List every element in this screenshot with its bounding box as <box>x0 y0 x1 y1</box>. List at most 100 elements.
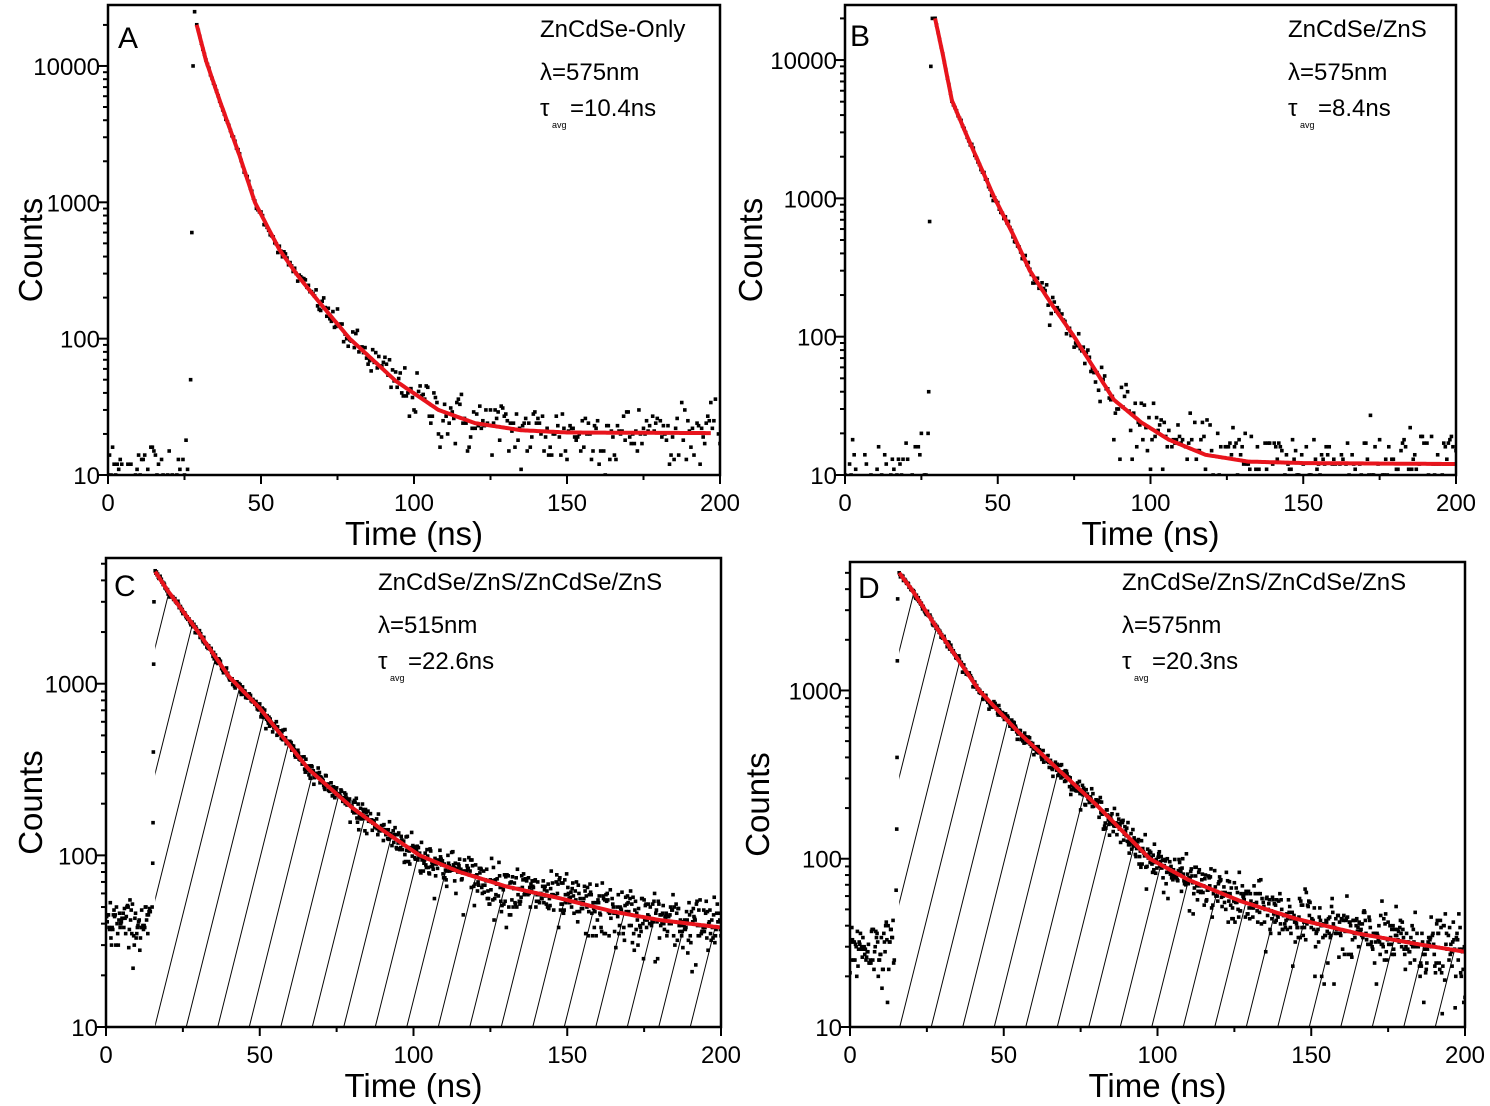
data-point <box>401 839 406 843</box>
data-point <box>400 847 405 852</box>
data-point <box>1194 865 1199 870</box>
data-point <box>1180 866 1184 870</box>
data-point <box>1272 441 1277 445</box>
y-axis-title: Counts <box>739 752 776 857</box>
x-tick-label: 0 <box>838 490 851 517</box>
data-point <box>1039 755 1044 759</box>
data-point <box>570 886 574 891</box>
data-point <box>1189 867 1194 871</box>
data-point <box>546 882 550 886</box>
data-point <box>110 927 115 932</box>
data-point <box>1208 875 1213 879</box>
data-point <box>121 911 126 916</box>
data-point <box>142 923 146 928</box>
data-point <box>190 230 194 235</box>
data-point <box>1448 437 1452 442</box>
data-point <box>144 918 149 922</box>
data-point <box>674 911 679 916</box>
data-point <box>705 909 710 914</box>
data-point <box>1389 942 1393 947</box>
data-point <box>1249 434 1254 439</box>
data-point <box>1292 457 1296 462</box>
data-point <box>451 863 456 867</box>
data-point <box>509 880 514 884</box>
data-point <box>436 432 441 436</box>
data-point <box>542 449 546 453</box>
data-point <box>714 911 719 916</box>
data-point <box>504 412 508 416</box>
data-point <box>1247 906 1251 910</box>
data-point <box>1413 910 1417 915</box>
data-point <box>1141 437 1145 442</box>
data-point <box>413 410 418 414</box>
data-point <box>193 630 197 635</box>
data-point <box>433 856 437 861</box>
data-point <box>1124 382 1128 387</box>
data-point <box>1345 915 1350 919</box>
data-point <box>1414 944 1418 949</box>
data-point <box>1435 918 1440 923</box>
data-point <box>1081 345 1086 349</box>
data-point <box>673 426 678 431</box>
data-point <box>1131 411 1136 415</box>
data-point <box>1291 964 1295 968</box>
data-point <box>1134 846 1139 851</box>
data-point <box>1423 970 1428 975</box>
data-point <box>606 423 611 428</box>
data-point <box>696 423 701 428</box>
data-point <box>863 452 867 457</box>
x-tick-label: 200 <box>701 1042 741 1069</box>
data-point <box>514 412 519 416</box>
data-point <box>1108 814 1113 818</box>
data-point <box>1177 857 1181 862</box>
data-point <box>561 911 566 916</box>
data-point <box>692 453 696 457</box>
data-point <box>926 431 930 436</box>
data-point <box>1428 937 1432 942</box>
data-point <box>360 802 365 806</box>
data-point <box>641 956 646 961</box>
data-point <box>264 726 268 731</box>
data-point <box>1259 877 1263 882</box>
data-point <box>653 421 658 425</box>
data-point <box>1243 431 1248 436</box>
data-point <box>708 931 713 936</box>
data-point <box>400 838 404 842</box>
data-point <box>518 899 523 904</box>
data-point <box>1356 925 1360 930</box>
data-point <box>641 426 646 431</box>
data-point <box>147 906 152 911</box>
data-point <box>214 660 218 665</box>
data-point <box>376 832 380 837</box>
data-point <box>455 866 459 871</box>
data-point <box>1327 915 1332 919</box>
data-point <box>1400 441 1405 445</box>
data-point <box>1145 448 1150 453</box>
data-point <box>1064 778 1068 783</box>
data-point <box>1176 423 1180 427</box>
data-point <box>422 858 427 862</box>
data-point <box>1036 744 1040 749</box>
data-point <box>1394 904 1398 909</box>
data-point <box>629 923 634 928</box>
data-point <box>687 913 692 917</box>
data-point <box>144 905 148 909</box>
data-point <box>665 933 669 938</box>
wavelength: λ=515nm <box>378 612 477 639</box>
data-point <box>1399 448 1403 453</box>
data-point <box>853 467 858 472</box>
data-point <box>1258 891 1263 896</box>
data-point <box>1035 276 1040 281</box>
data-point <box>709 918 714 922</box>
data-point <box>1409 467 1414 472</box>
data-point <box>626 410 630 414</box>
data-point <box>652 899 656 904</box>
data-point <box>895 755 899 760</box>
data-point <box>466 866 471 871</box>
plot-area <box>108 9 720 475</box>
data-point <box>1226 444 1231 449</box>
panel-letter: D <box>858 572 880 605</box>
data-point <box>905 457 910 462</box>
data-point <box>1143 832 1147 837</box>
data-point <box>593 900 598 905</box>
